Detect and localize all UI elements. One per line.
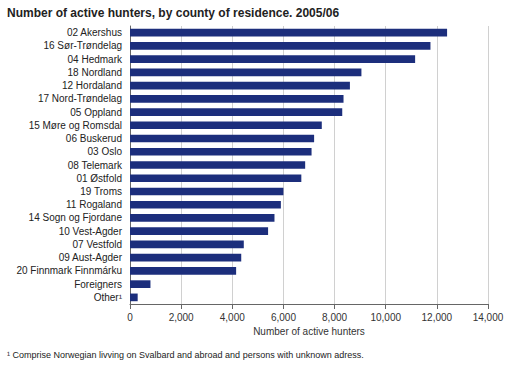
svg-text:17 Nord-Trøndelag: 17 Nord-Trøndelag xyxy=(38,93,122,104)
svg-text:18 Nordland: 18 Nordland xyxy=(68,67,122,78)
svg-text:04 Hedmark: 04 Hedmark xyxy=(68,54,123,65)
svg-text:12,000: 12,000 xyxy=(422,312,453,323)
svg-text:15 Møre og Romsdal: 15 Møre og Romsdal xyxy=(29,120,122,131)
svg-text:03 Oslo: 03 Oslo xyxy=(88,146,123,157)
svg-text:14,000: 14,000 xyxy=(473,312,504,323)
svg-text:10,000: 10,000 xyxy=(370,312,401,323)
svg-text:Foreigners: Foreigners xyxy=(74,279,122,290)
svg-text:09 Aust-Agder: 09 Aust-Agder xyxy=(59,252,123,263)
svg-text:16 Sør-Trøndelag: 16 Sør-Trøndelag xyxy=(43,40,122,51)
svg-text:0: 0 xyxy=(127,312,133,323)
svg-text:14 Sogn og Fjordane: 14 Sogn og Fjordane xyxy=(29,212,123,223)
svg-text:¹ Comprise Norwegian livving o: ¹ Comprise Norwegian livving on Svalbard… xyxy=(7,350,364,360)
svg-text:2,000: 2,000 xyxy=(169,312,194,323)
svg-text:Other¹: Other¹ xyxy=(94,292,123,303)
svg-text:01 Østfold: 01 Østfold xyxy=(76,173,122,184)
svg-text:12 Hordaland: 12 Hordaland xyxy=(62,80,122,91)
svg-text:Number of active hunters, by c: Number of active hunters, by county of r… xyxy=(7,6,339,20)
svg-text:08 Telemark: 08 Telemark xyxy=(68,160,123,171)
svg-text:4,000: 4,000 xyxy=(220,312,245,323)
svg-text:11 Rogaland: 11 Rogaland xyxy=(66,199,122,210)
svg-text:19 Troms: 19 Troms xyxy=(80,186,122,197)
svg-text:06 Buskerud: 06 Buskerud xyxy=(66,133,122,144)
svg-text:20 Finnmark Finnmárku: 20 Finnmark Finnmárku xyxy=(16,265,122,276)
svg-text:02 Akershus: 02 Akershus xyxy=(67,27,122,38)
svg-text:Number of active hunters: Number of active hunters xyxy=(253,326,365,337)
svg-text:10 Vest-Agder: 10 Vest-Agder xyxy=(59,226,123,237)
svg-text:6,000: 6,000 xyxy=(271,312,296,323)
svg-text:8,000: 8,000 xyxy=(322,312,347,323)
svg-text:07 Vestfold: 07 Vestfold xyxy=(73,239,122,250)
svg-text:05 Oppland: 05 Oppland xyxy=(70,107,122,118)
